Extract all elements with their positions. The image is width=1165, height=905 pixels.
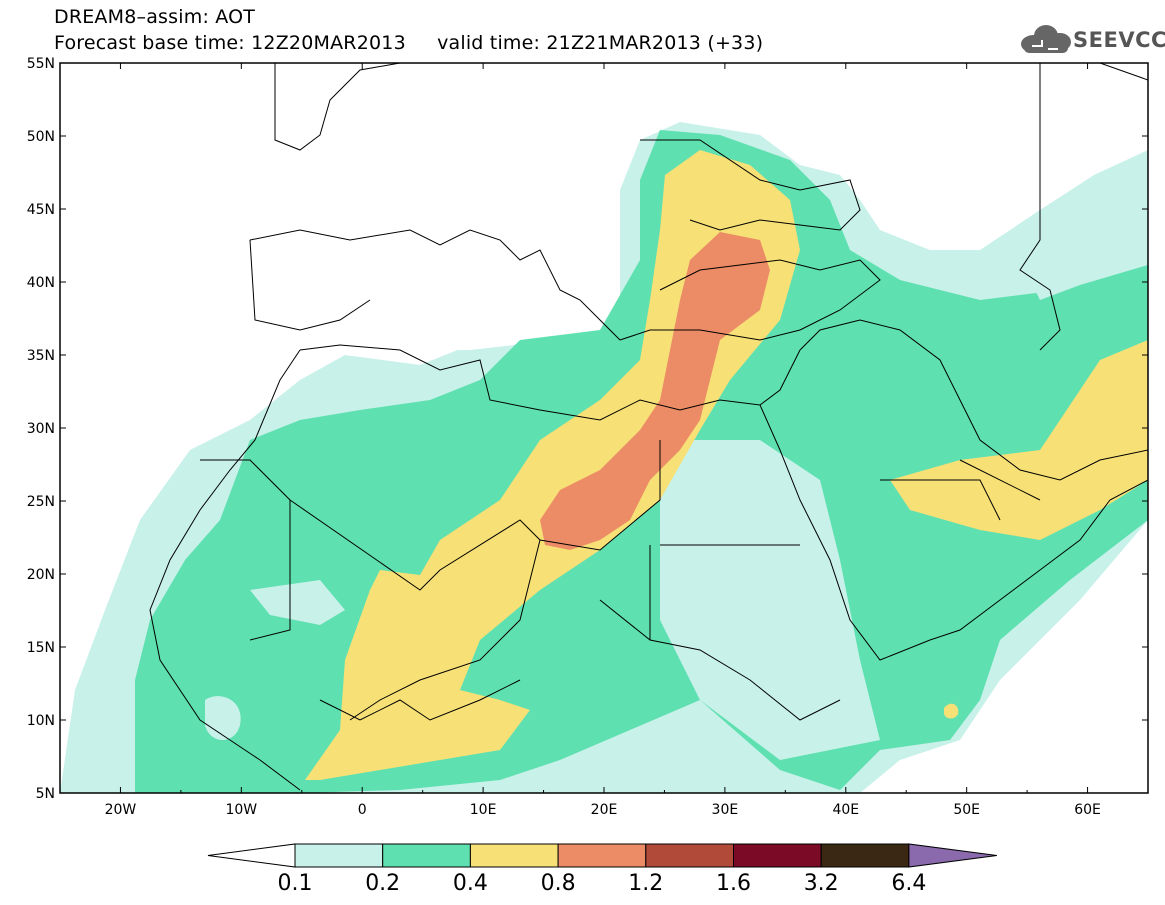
colorbar-segment (469, 843, 559, 868)
colorbar-label: 1.6 (716, 871, 751, 896)
forecast-base-time: Forecast base time: 12Z20MAR2013 (54, 32, 406, 54)
colorbar-label: 0.1 (278, 871, 313, 896)
coastlines (149, 63, 1148, 791)
lon-tick-label: 0 (358, 802, 367, 818)
forecast-valid-time: valid time: 21Z21MAR2013 (+33) (437, 32, 764, 54)
lat-tick-label: 55N (27, 56, 55, 72)
lat-tick-label: 10N (27, 713, 55, 729)
colorbar-segment (557, 843, 647, 868)
cloud-logo-icon (1021, 25, 1071, 53)
colorbar-label: 1.2 (628, 871, 663, 896)
colorbar-segment (645, 843, 734, 868)
lon-tick-label: 50E (953, 802, 980, 818)
lat-tick-label: 5N (36, 786, 55, 802)
lat-tick-label: 25N (27, 494, 55, 510)
colorbar-label: 0.4 (453, 871, 488, 896)
colorbar-segment (733, 843, 822, 868)
lon-tick-label: 60E (1074, 802, 1101, 818)
lon-tick-label: 10W (225, 802, 257, 818)
aot-contour-0.4 (305, 150, 800, 780)
colorbar-label: 3.2 (804, 871, 839, 896)
colorbar-high-triangle (908, 843, 997, 868)
longitude-axis: 20W 10W 0 10E 20E 30E 40E 50E 60E (59, 63, 1149, 818)
colorbar-segment (294, 843, 384, 868)
aot-colorbar: 0.1 0.2 0.4 0.8 1.2 1.6 3.2 6.4 (207, 843, 997, 896)
colorbar-label: 0.2 (365, 871, 400, 896)
lon-tick-label: 40E (832, 802, 859, 818)
colorbar-segment (820, 843, 910, 868)
colorbar-low-triangle (207, 843, 296, 868)
lat-tick-label: 50N (27, 129, 55, 145)
forecast-times: Forecast base time: 12Z20MAR2013 valid t… (54, 32, 763, 54)
lon-tick-label: 20E (591, 802, 618, 818)
aot-shading (60, 63, 1148, 793)
lon-tick-label: 10E (470, 802, 497, 818)
map-title: DREAM8–assim: AOT (54, 6, 256, 28)
lat-tick-label: 15N (27, 640, 55, 656)
lat-tick-label: 40N (27, 275, 55, 291)
lat-tick-label: 20N (27, 567, 55, 583)
lat-tick-label: 30N (27, 421, 55, 437)
latitude-axis: 5N 10N 15N 20N 25N 30N 35N 40N 45N 50N 55N (27, 56, 1148, 802)
lon-tick-label: 30E (712, 802, 739, 818)
colorbar-label: 6.4 (891, 871, 926, 896)
colorbar-segment (382, 843, 471, 868)
logo-text: SEEVCCC (1073, 28, 1165, 52)
lon-tick-label: 20W (105, 802, 137, 818)
colorbar-label: 0.8 (541, 871, 576, 896)
lat-tick-label: 45N (27, 202, 55, 218)
lat-tick-label: 35N (27, 348, 55, 364)
aot-contour-0.8 (540, 232, 770, 550)
